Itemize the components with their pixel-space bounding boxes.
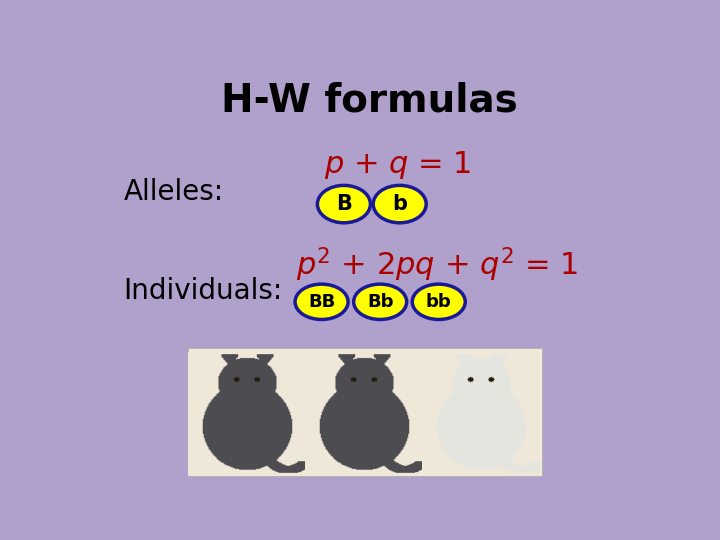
Text: H-W formulas: H-W formulas (220, 82, 518, 119)
Ellipse shape (295, 284, 348, 320)
Text: Bb: Bb (334, 356, 365, 376)
Text: bb: bb (454, 356, 485, 376)
Text: Bb: Bb (367, 293, 393, 311)
Text: BB: BB (308, 293, 336, 311)
Ellipse shape (413, 284, 465, 320)
FancyBboxPatch shape (188, 348, 542, 476)
Text: $\it{p}$ + $\it{q}$ = 1: $\it{p}$ + $\it{q}$ = 1 (324, 148, 472, 180)
Ellipse shape (373, 185, 426, 223)
Text: B: B (336, 194, 352, 214)
Text: b: b (392, 194, 408, 214)
Text: Alleles:: Alleles: (124, 178, 224, 206)
Text: $\it{p}^2$ + 2$\it{pq}$ + $\it{q}^2$ = 1: $\it{p}^2$ + 2$\it{pq}$ + $\it{q}^2$ = 1 (297, 245, 578, 284)
Text: Individuals:: Individuals: (124, 278, 283, 306)
Ellipse shape (318, 185, 370, 223)
Text: BB: BB (228, 356, 259, 376)
Text: bb: bb (426, 293, 451, 311)
Ellipse shape (354, 284, 407, 320)
